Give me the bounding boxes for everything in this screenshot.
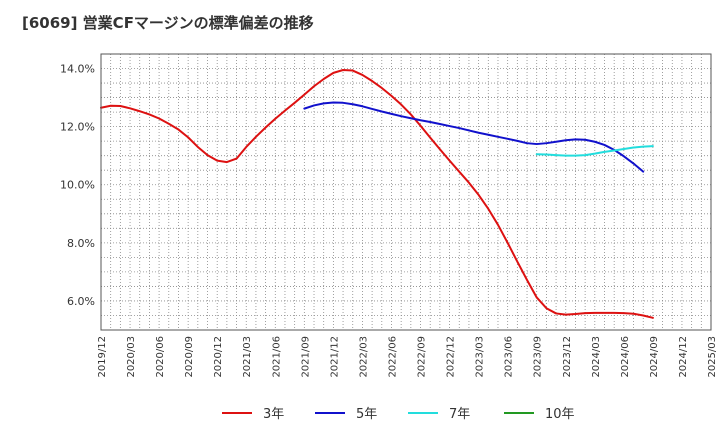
x-tick-label: 2023/12 (562, 336, 573, 378)
y-tick-label: 12.0% (60, 121, 95, 134)
y-tick-label: 14.0% (60, 63, 95, 76)
plot-area (101, 54, 711, 330)
x-tick-label: 2024/09 (649, 336, 660, 378)
x-tick-label: 2021/12 (329, 336, 340, 378)
plot-border (100, 53, 712, 331)
x-tick-label: 2022/06 (387, 336, 398, 378)
x-tick-label: 2023/03 (475, 336, 486, 378)
series-line-0 (100, 68, 654, 319)
legend-label-3: 10年 (545, 407, 575, 422)
x-tick-label: 2022/12 (446, 336, 457, 378)
legend-label-1: 5年 (356, 407, 377, 422)
series-lines (100, 68, 654, 319)
chart-title: [6069] 営業CFマージンの標準偏差の推移 (22, 14, 314, 32)
x-tick-label: 2019/12 (97, 336, 108, 378)
legend-label-0: 3年 (263, 407, 284, 422)
y-tick-label: 6.0% (67, 295, 95, 308)
x-tick-label: 2020/03 (126, 336, 137, 378)
x-tick-label: 2020/09 (184, 336, 195, 378)
legend-label-2: 7年 (449, 407, 470, 422)
x-axis: 2019/12 2020/03 2020/06 2020/09 2020/12 2021/… (97, 336, 718, 378)
x-tick-label: 2020/12 (213, 336, 224, 378)
x-tick-label: 2022/03 (358, 336, 369, 378)
y-axis: 6.0% 8.0% 10.0% 12.0% 14.0% (60, 63, 95, 308)
x-tick-label: 2021/09 (300, 336, 311, 378)
legend: 3年 5年 7年 10年 (222, 407, 575, 422)
x-tick-label: 2025/03 (707, 336, 718, 378)
grid-lines (100, 53, 712, 331)
x-tick-label: 2023/09 (533, 336, 544, 378)
series-line-1 (303, 101, 645, 173)
x-tick-label: 2021/03 (242, 336, 253, 378)
x-tick-label: 2024/12 (678, 336, 689, 378)
x-tick-label: 2023/06 (504, 336, 515, 378)
x-tick-label: 2020/06 (155, 336, 166, 378)
series-line-2 (535, 145, 654, 157)
y-tick-label: 10.0% (60, 179, 95, 192)
y-tick-label: 8.0% (67, 237, 95, 250)
x-tick-label: 2022/09 (417, 336, 428, 378)
x-tick-label: 2024/06 (620, 336, 631, 378)
x-tick-label: 2021/06 (271, 336, 282, 378)
x-tick-label: 2024/03 (591, 336, 602, 378)
